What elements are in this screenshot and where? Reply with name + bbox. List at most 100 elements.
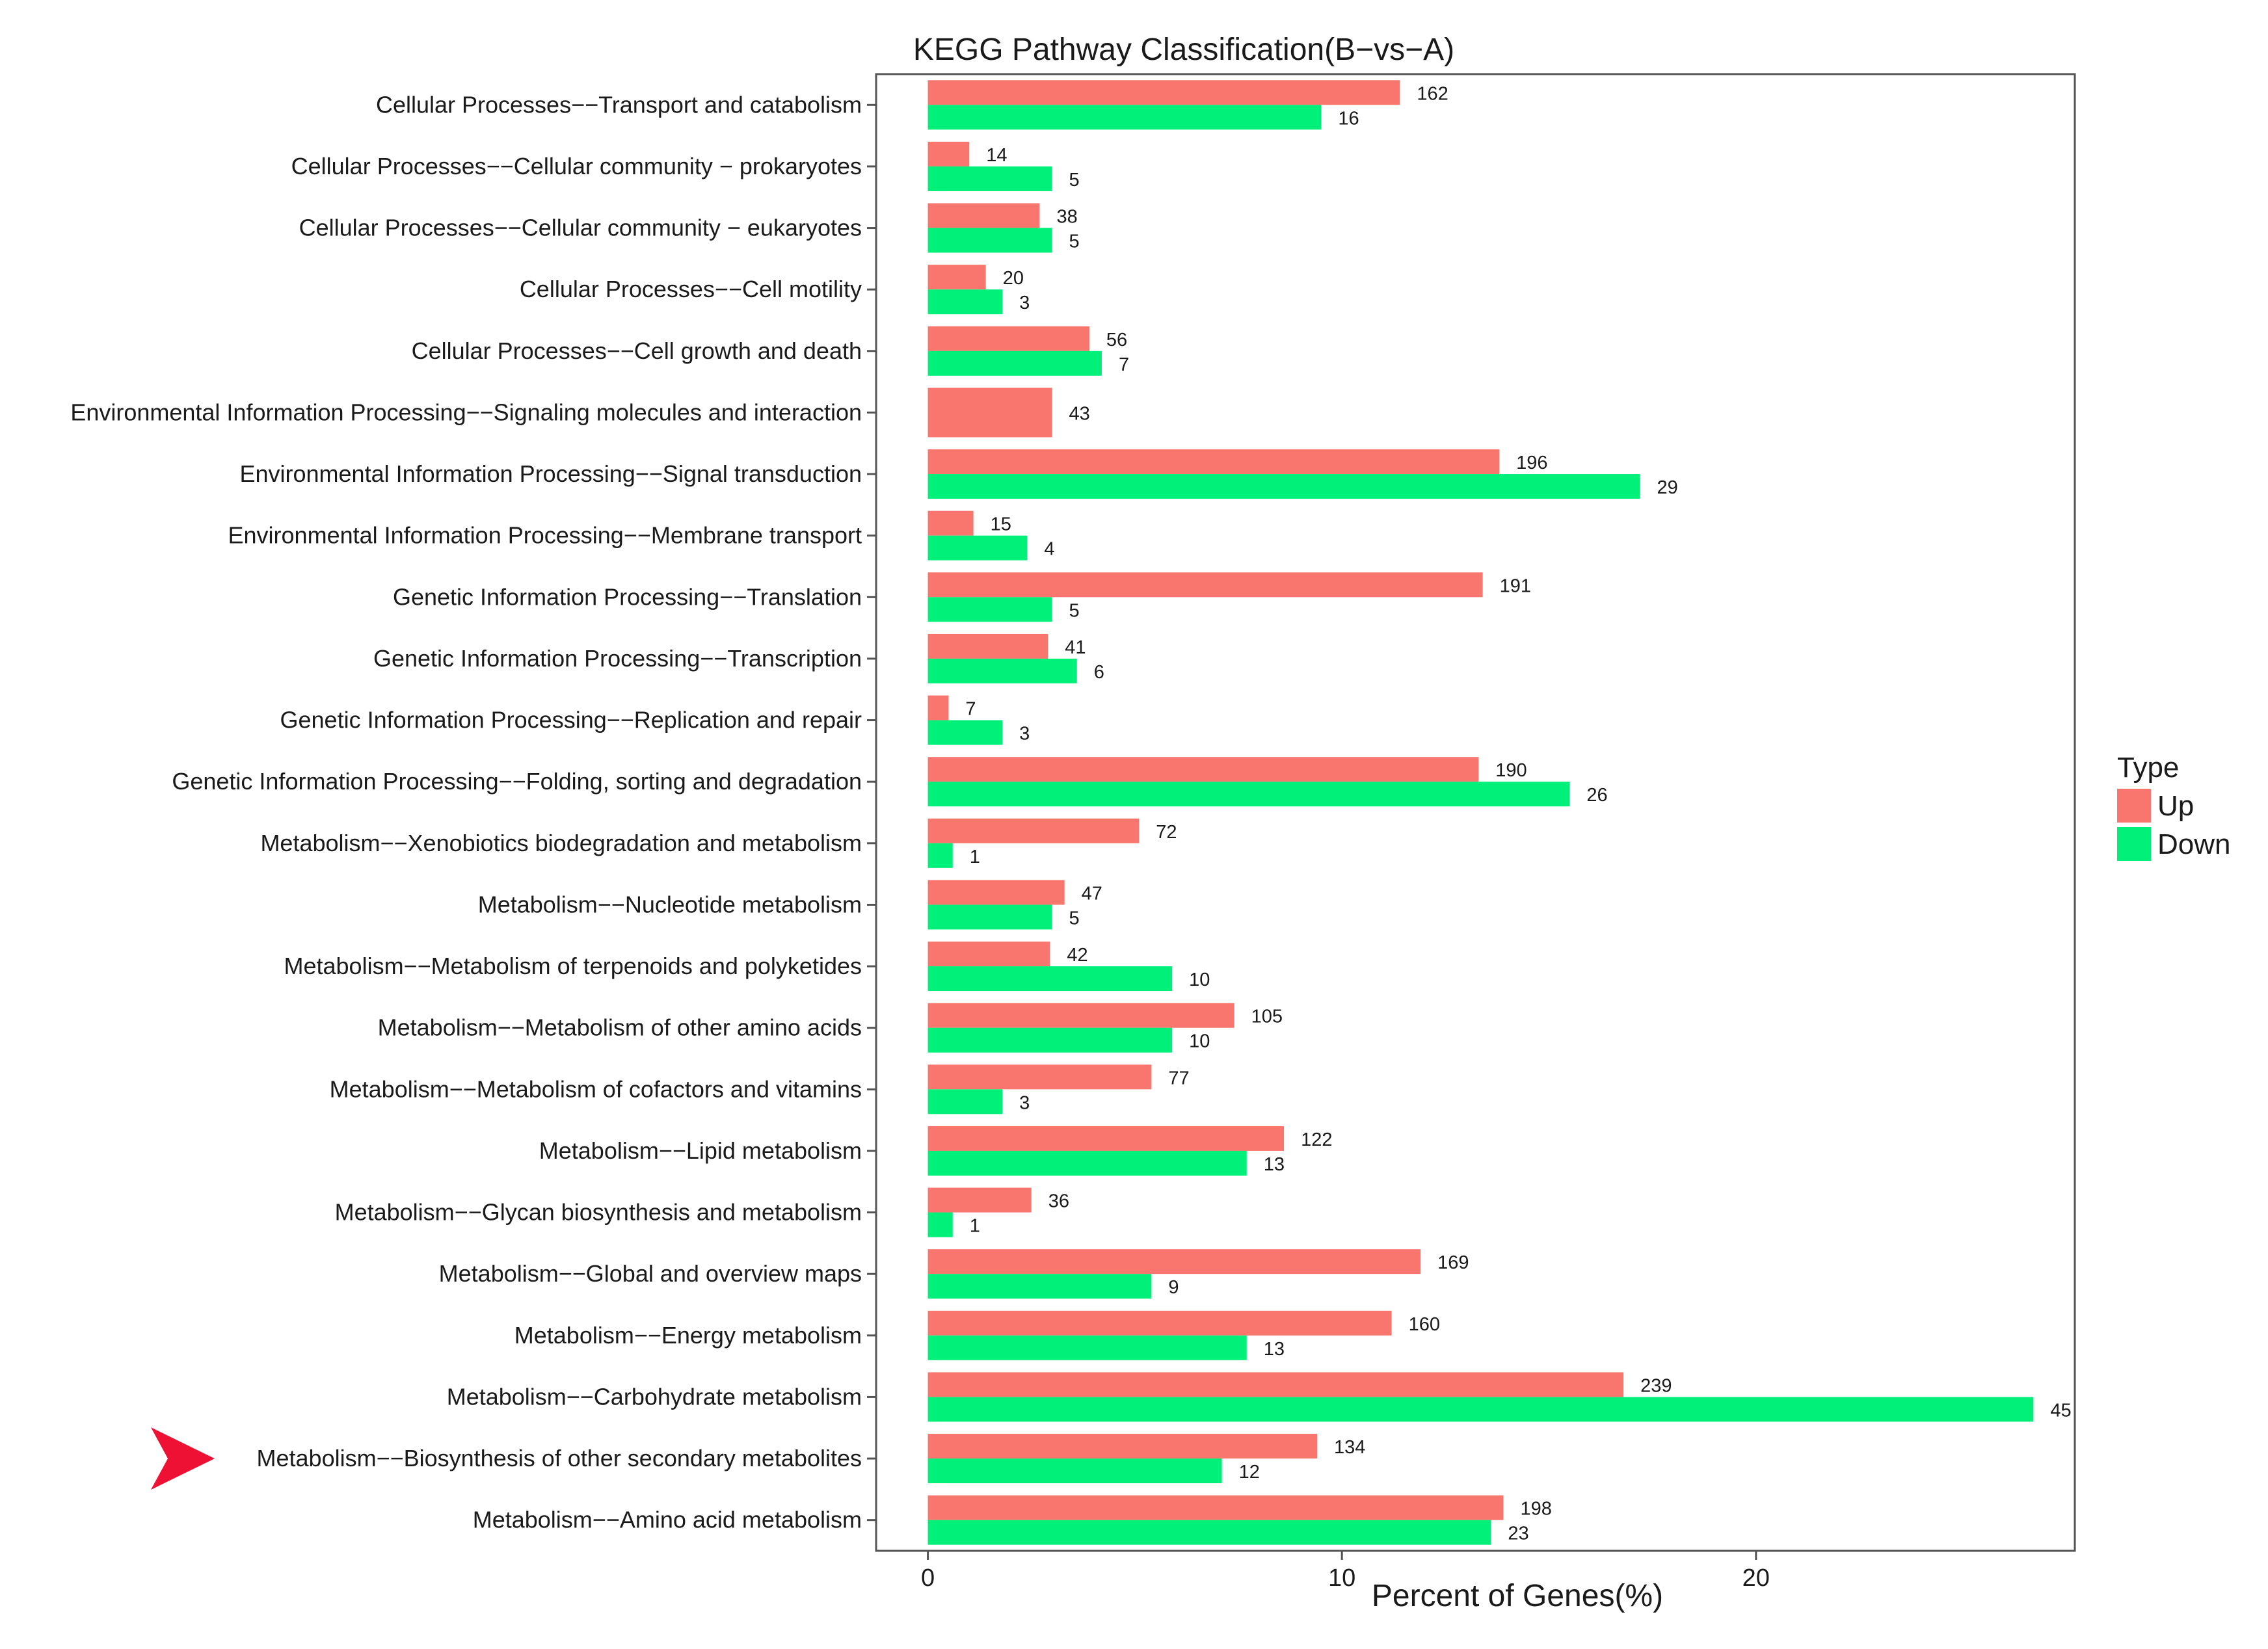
bars-layer: 1621614538520356743196291541915416731902… — [927, 80, 2072, 1545]
data-label-up: 198 — [1520, 1499, 1551, 1520]
category-label: Metabolism−−Metabolism of other amino ac… — [378, 1014, 862, 1041]
chart-title: KEGG Pathway Classification(B−vs−A) — [913, 33, 1454, 67]
bar-down — [927, 350, 1102, 376]
legend-swatch-down — [2117, 827, 2151, 861]
bar-down — [927, 1212, 953, 1237]
data-label-up: 239 — [1640, 1375, 1672, 1396]
data-label-down: 13 — [1264, 1339, 1285, 1360]
category-label: Genetic Information Processing−−Folding,… — [172, 768, 862, 795]
bar-down — [927, 1520, 1491, 1545]
bar-up — [927, 1003, 1234, 1028]
bar-down — [927, 843, 953, 868]
data-label-up: 160 — [1409, 1314, 1440, 1335]
bar-up — [927, 1064, 1152, 1090]
category-label: Metabolism−−Amino acid metabolism — [473, 1507, 862, 1533]
bar-down — [927, 228, 1052, 253]
data-label-down: 3 — [1019, 724, 1030, 745]
category-label: Cellular Processes−−Transport and catabo… — [376, 91, 862, 118]
data-label-down: 9 — [1168, 1277, 1179, 1298]
data-label-up: 72 — [1156, 822, 1177, 843]
data-label-up: 105 — [1251, 1007, 1283, 1027]
bar-up — [927, 326, 1089, 351]
bar-up — [927, 449, 1500, 475]
data-label-down: 6 — [1094, 662, 1104, 683]
data-label-down: 1 — [970, 1216, 980, 1237]
data-label-up: 15 — [991, 514, 1011, 535]
data-label-up: 134 — [1334, 1437, 1365, 1458]
data-label-down: 10 — [1189, 1031, 1210, 1052]
category-label: Cellular Processes−−Cell motility — [520, 276, 862, 302]
category-label: Genetic Information Processing−−Transcri… — [373, 645, 862, 672]
data-label-up: 7 — [965, 699, 976, 720]
x-axis-label: Percent of Genes(%) — [1372, 1579, 1663, 1613]
bar-down — [927, 105, 1322, 130]
bar-down — [927, 1274, 1152, 1299]
data-label-down: 16 — [1338, 108, 1359, 129]
category-label: Cellular Processes−−Cellular community −… — [299, 215, 862, 241]
bar-up — [927, 572, 1483, 598]
data-label-down: 10 — [1189, 970, 1210, 990]
data-label-up: 196 — [1516, 453, 1547, 473]
bar-down — [927, 289, 1003, 315]
data-label-up: 47 — [1082, 883, 1102, 904]
category-label: Metabolism−−Energy metabolism — [514, 1322, 862, 1349]
data-label-down: 5 — [1069, 908, 1080, 929]
bar-up — [927, 1495, 1504, 1520]
bar-down — [927, 720, 1003, 745]
bar-down — [927, 597, 1052, 622]
data-label-down: 5 — [1069, 600, 1080, 621]
category-label: Environmental Information Processing−−Me… — [228, 522, 862, 549]
bar-down — [927, 904, 1052, 930]
category-label: Cellular Processes−−Cellular community −… — [291, 153, 862, 179]
category-label: Metabolism−−Biosynthesis of other second… — [257, 1445, 862, 1471]
bar-down — [927, 1335, 1247, 1360]
bar-up — [927, 1310, 1392, 1336]
x-tick-label: 0 — [921, 1564, 935, 1592]
legend-title: Type — [2117, 752, 2179, 784]
data-label-down: 3 — [1019, 1092, 1030, 1113]
bar-up — [927, 818, 1140, 843]
bar-down — [927, 474, 1640, 499]
data-label-up: 38 — [1056, 207, 1077, 228]
category-label: Metabolism−−Nucleotide metabolism — [478, 891, 862, 917]
bar-up — [927, 942, 1050, 967]
data-label-up: 36 — [1048, 1191, 1069, 1212]
data-label-down: 1 — [970, 847, 980, 867]
legend-label-down: Down — [2157, 828, 2231, 860]
data-label-down: 13 — [1264, 1154, 1285, 1175]
category-label: Metabolism−−Metabolism of cofactors and … — [330, 1075, 862, 1102]
legend: Type Up Down — [2117, 752, 2231, 861]
category-label: Environmental Information Processing−−Si… — [70, 399, 862, 425]
legend-label-up: Up — [2157, 790, 2194, 822]
bar-down — [927, 966, 1173, 992]
bar-down — [927, 1458, 1222, 1484]
bar-up — [927, 265, 986, 290]
bar-down — [927, 1089, 1003, 1115]
data-label-up: 162 — [1417, 83, 1448, 104]
data-label-down: 3 — [1019, 293, 1030, 313]
data-label-up: 191 — [1500, 575, 1531, 596]
bar-up — [927, 1126, 1285, 1151]
category-label: Metabolism−−Lipid metabolism — [539, 1137, 862, 1164]
bar-up — [927, 510, 974, 536]
legend-swatch-up — [2117, 789, 2151, 823]
bar-up — [927, 633, 1048, 659]
category-label: Metabolism−−Glycan biosynthesis and meta… — [335, 1199, 862, 1226]
category-label: Genetic Information Processing−−Replicat… — [280, 707, 862, 733]
data-label-up: 77 — [1168, 1068, 1189, 1088]
bar-up — [927, 880, 1065, 905]
bar-up — [927, 141, 970, 166]
data-label-down: 23 — [1508, 1524, 1528, 1544]
data-label-down: 12 — [1239, 1462, 1260, 1483]
data-label-down: 5 — [1069, 231, 1080, 252]
data-label-up: 122 — [1301, 1129, 1332, 1150]
bar-up — [927, 203, 1040, 228]
data-label-up: 42 — [1067, 945, 1087, 966]
x-tick-label: 20 — [1742, 1564, 1770, 1592]
data-label-down: 29 — [1657, 477, 1678, 498]
category-label: Metabolism−−Xenobiotics biodegradation a… — [260, 830, 862, 856]
data-label-up: 56 — [1106, 330, 1127, 350]
bar-down — [927, 166, 1052, 191]
category-label: Cellular Processes−−Cell growth and deat… — [412, 337, 862, 364]
